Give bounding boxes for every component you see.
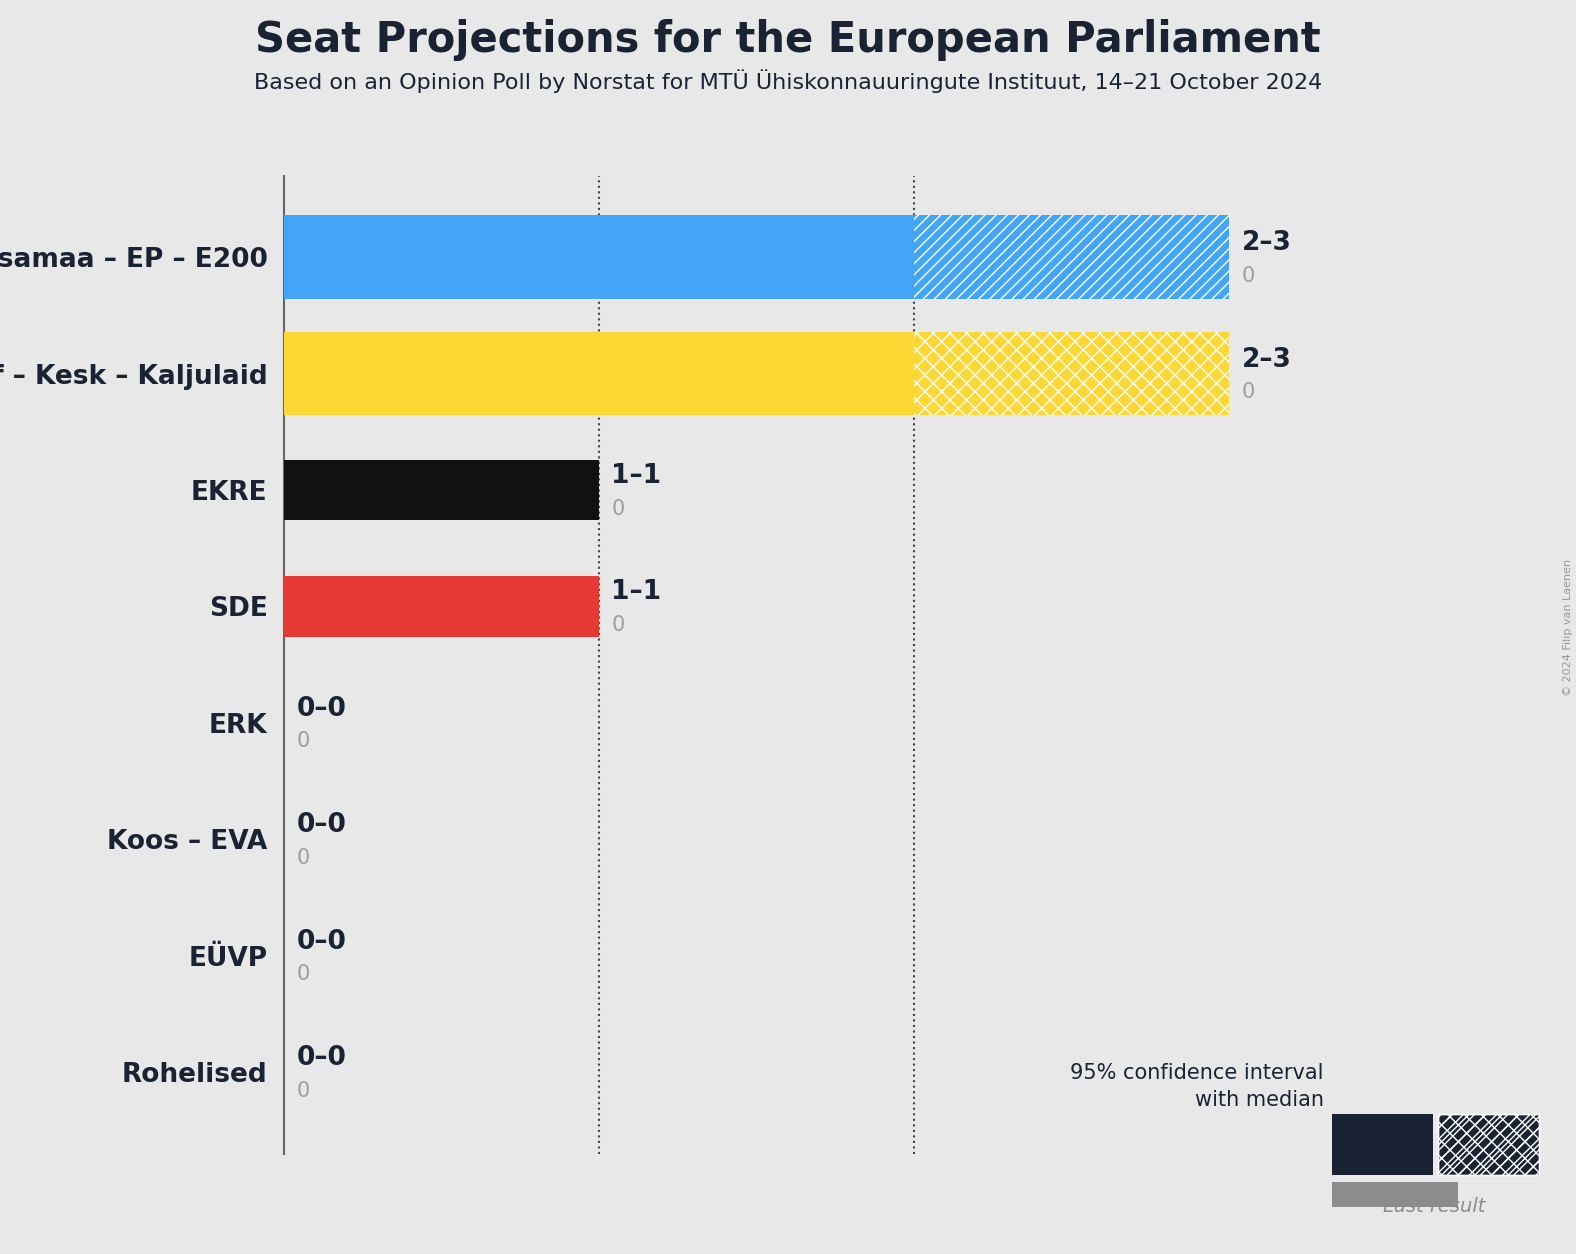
Bar bbox=[284, 216, 914, 298]
Bar bbox=[1437, 1114, 1540, 1175]
Text: 2–3: 2–3 bbox=[1242, 346, 1292, 372]
Text: 0: 0 bbox=[611, 614, 624, 635]
Text: 0–0: 0–0 bbox=[296, 929, 347, 954]
Text: Seat Projections for the European Parliament: Seat Projections for the European Parlia… bbox=[255, 19, 1321, 60]
Bar bbox=[1437, 1114, 1540, 1175]
Text: 0: 0 bbox=[1242, 382, 1254, 403]
Text: 0–0: 0–0 bbox=[296, 1045, 347, 1071]
Text: 0: 0 bbox=[296, 1081, 309, 1101]
Text: 95% confidence interval
with median: 95% confidence interval with median bbox=[1070, 1063, 1324, 1110]
Text: 1–1: 1–1 bbox=[611, 463, 662, 489]
Bar bbox=[1332, 1114, 1433, 1175]
Text: Based on an Opinion Poll by Norstat for MTÜ Ühiskonnauuringute Instituut, 14–21 : Based on an Opinion Poll by Norstat for … bbox=[254, 69, 1322, 93]
Bar bbox=[284, 460, 599, 520]
Text: Last result: Last result bbox=[1384, 1196, 1485, 1216]
Bar bbox=[284, 576, 599, 637]
Text: 0: 0 bbox=[296, 731, 309, 751]
Text: 0: 0 bbox=[611, 499, 624, 519]
Text: 0: 0 bbox=[296, 848, 309, 868]
Text: 0: 0 bbox=[296, 964, 309, 984]
Text: © 2024 Filip van Laenen: © 2024 Filip van Laenen bbox=[1563, 558, 1573, 696]
Text: 0–0: 0–0 bbox=[296, 813, 347, 839]
Text: 0: 0 bbox=[1242, 266, 1254, 286]
Bar bbox=[1332, 1181, 1458, 1206]
Bar bbox=[914, 331, 1229, 415]
Bar bbox=[914, 216, 1229, 298]
Bar bbox=[284, 331, 914, 415]
Text: 2–3: 2–3 bbox=[1242, 229, 1292, 256]
Text: 0–0: 0–0 bbox=[296, 696, 347, 722]
Text: 1–1: 1–1 bbox=[611, 579, 662, 606]
